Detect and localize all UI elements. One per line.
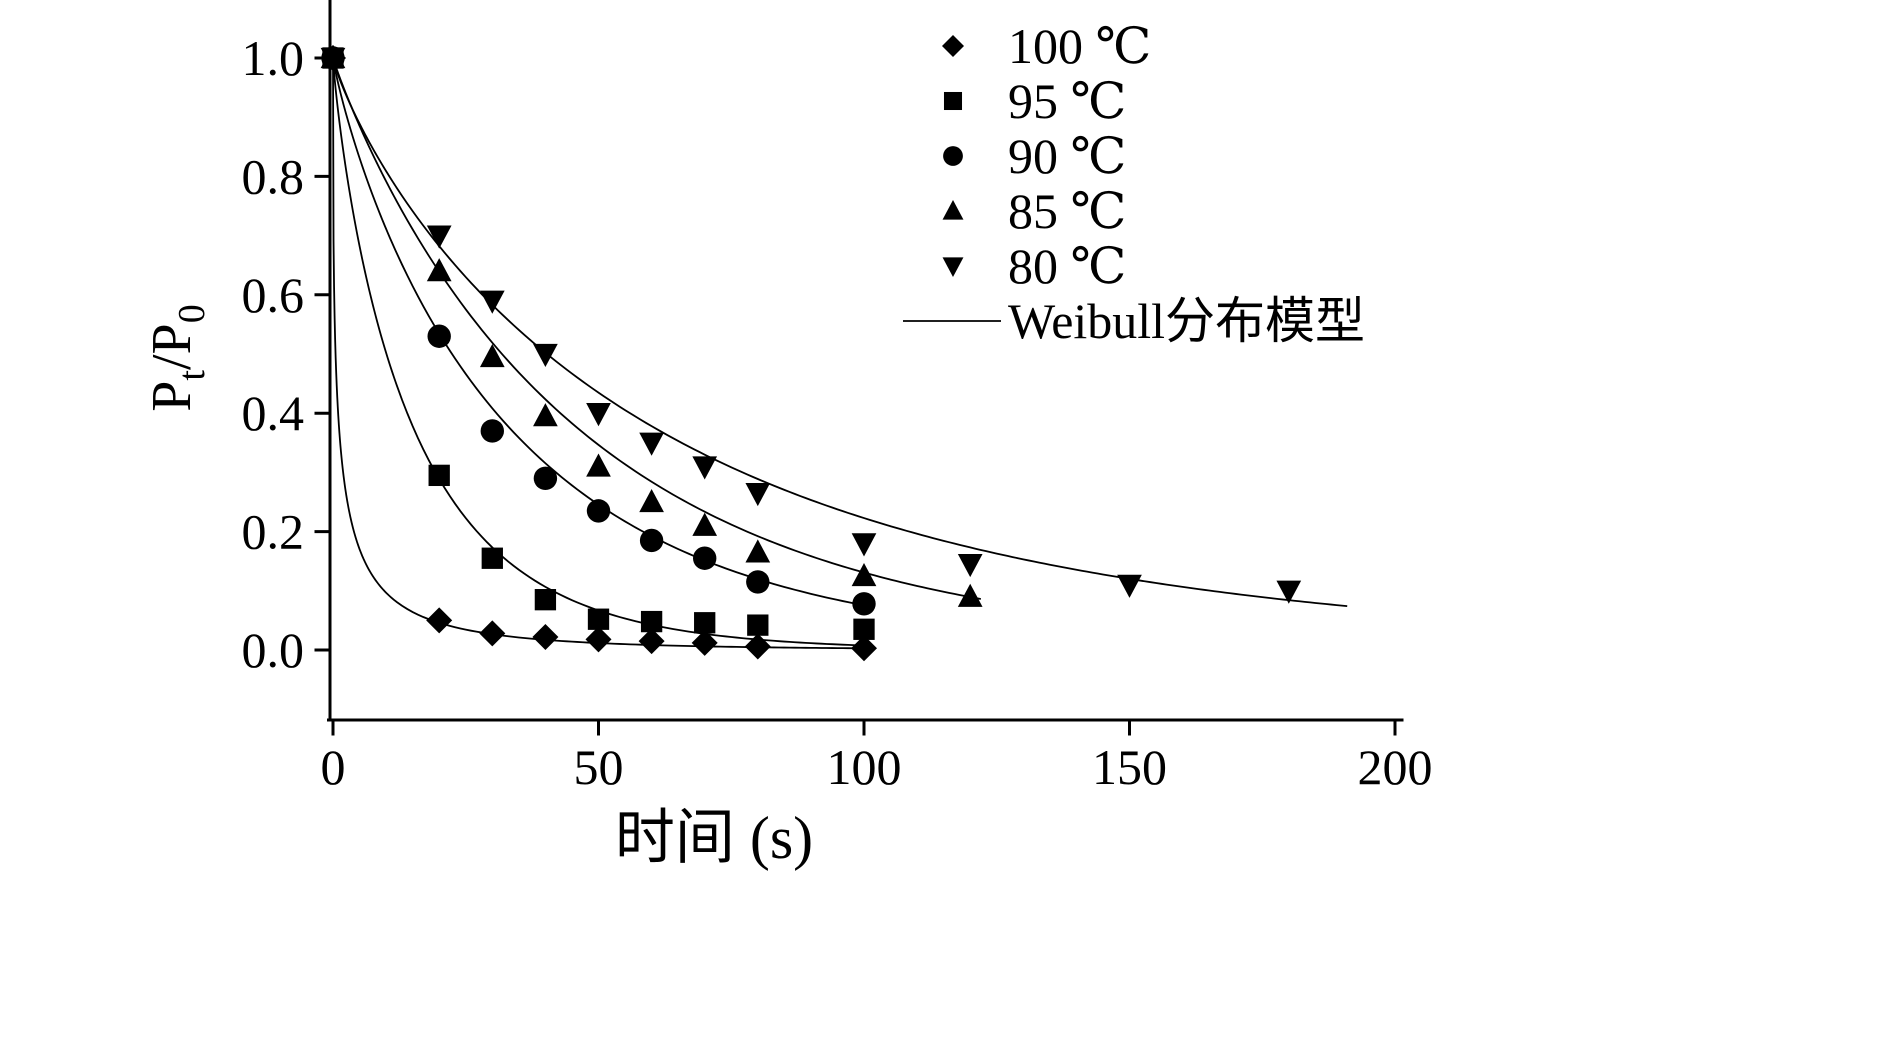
data-point-95c <box>640 610 663 633</box>
data-point-80c <box>533 343 558 367</box>
data-point-80c <box>692 456 718 480</box>
series-85c <box>320 45 983 607</box>
y-tick-label: 0.6 <box>242 267 305 323</box>
x-tick-label: 200 <box>1358 739 1433 795</box>
data-point-80c <box>320 47 346 71</box>
series-90c <box>321 46 876 616</box>
diamond-icon <box>942 35 964 57</box>
x-tick-label: 100 <box>827 739 902 795</box>
data-point-85c <box>533 403 558 427</box>
fit-curve-100c <box>332 57 865 650</box>
data-point-85c <box>586 453 611 477</box>
data-point-95c <box>853 618 875 640</box>
legend-label-weibull-fit: Weibull分布模型 <box>1008 293 1365 349</box>
y-tick-label: 0.8 <box>242 148 305 204</box>
data-point-85c <box>851 563 877 587</box>
y-tick-label: 0.4 <box>242 385 305 441</box>
fit-curve-95c <box>332 57 870 647</box>
legend-label-95c: 95 ℃ <box>1008 73 1126 129</box>
y-tick-label: 1.0 <box>242 30 305 86</box>
data-point-80c <box>851 533 877 557</box>
data-point-85c <box>639 489 664 513</box>
triangle-down-icon <box>942 257 964 277</box>
data-point-90c <box>693 546 717 570</box>
data-point-85c <box>426 258 452 282</box>
data-point-95c <box>747 614 769 636</box>
data-point-100c <box>691 629 718 656</box>
legend-item-90c: 90 ℃ <box>943 128 1126 184</box>
legend-label-100c: 100 ℃ <box>1008 18 1151 74</box>
data-point-95c <box>694 612 716 634</box>
data-point-95c <box>587 608 610 630</box>
tick-labels: 0 50 100 150 200 0.0 0.2 0.4 0.6 0.8 1.0 <box>242 30 1433 795</box>
fit-curve-90c <box>332 57 875 609</box>
data-point-100c <box>638 628 665 655</box>
data-point-90c <box>480 419 504 443</box>
x-axis-label: 时间 (s) <box>615 805 813 871</box>
data-point-80c <box>957 554 983 578</box>
data-point-90c <box>427 324 451 348</box>
series-80c <box>320 47 1302 604</box>
x-tick-label: 150 <box>1092 739 1167 795</box>
triangle-up-icon <box>942 200 964 220</box>
y-axis-label: Pt/P0 <box>141 304 213 411</box>
data-point-95c <box>534 589 557 611</box>
legend-item-weibull-fit: Weibull分布模型 <box>903 293 1365 349</box>
circle-icon <box>943 146 963 166</box>
series-95c <box>322 47 875 640</box>
data-point-85c <box>957 583 983 607</box>
data-point-80c <box>639 432 664 456</box>
legend-item-100c: 100 ℃ <box>942 18 1151 74</box>
data-point-100c <box>744 633 771 660</box>
data-point-80c <box>1276 580 1302 604</box>
data-point-100c <box>479 620 506 647</box>
x-tick-label: 50 <box>574 739 624 795</box>
legend-item-95c: 95 ℃ <box>943 73 1126 129</box>
legend-label-85c: 85 ℃ <box>1008 183 1126 239</box>
data-point-100c <box>532 623 559 650</box>
y-tick-label: 0.2 <box>242 504 305 560</box>
data-point-80c <box>1117 574 1142 598</box>
data-point-80c <box>745 482 771 507</box>
data-point-80c <box>479 290 505 314</box>
data-point-95c <box>481 547 503 569</box>
data-point-85c <box>692 512 718 536</box>
data-point-90c <box>586 499 611 523</box>
data-point-85c <box>745 539 771 563</box>
square-icon <box>943 91 963 111</box>
data-point-100c <box>426 607 453 634</box>
legend-item-80c: 80 ℃ <box>942 238 1126 294</box>
x-tick-label: 0 <box>321 739 346 795</box>
fit-curve-85c <box>332 57 981 600</box>
legend-label-90c: 90 ℃ <box>1008 128 1126 184</box>
data-point-90c <box>533 466 558 491</box>
data-point-80c <box>586 403 611 427</box>
legend-item-85c: 85 ℃ <box>942 183 1126 239</box>
data-point-100c <box>585 626 612 653</box>
data-point-95c <box>428 464 450 487</box>
y-tick-label: 0.0 <box>242 622 305 678</box>
series-100c <box>320 45 877 662</box>
data-point-100c <box>851 635 877 662</box>
data-point-90c <box>852 592 876 616</box>
data-point-80c <box>426 225 452 249</box>
data-point-90c <box>639 528 664 553</box>
legend-label-80c: 80 ℃ <box>1008 238 1126 294</box>
data-point-90c <box>746 570 770 594</box>
data-point-85c <box>479 343 505 368</box>
